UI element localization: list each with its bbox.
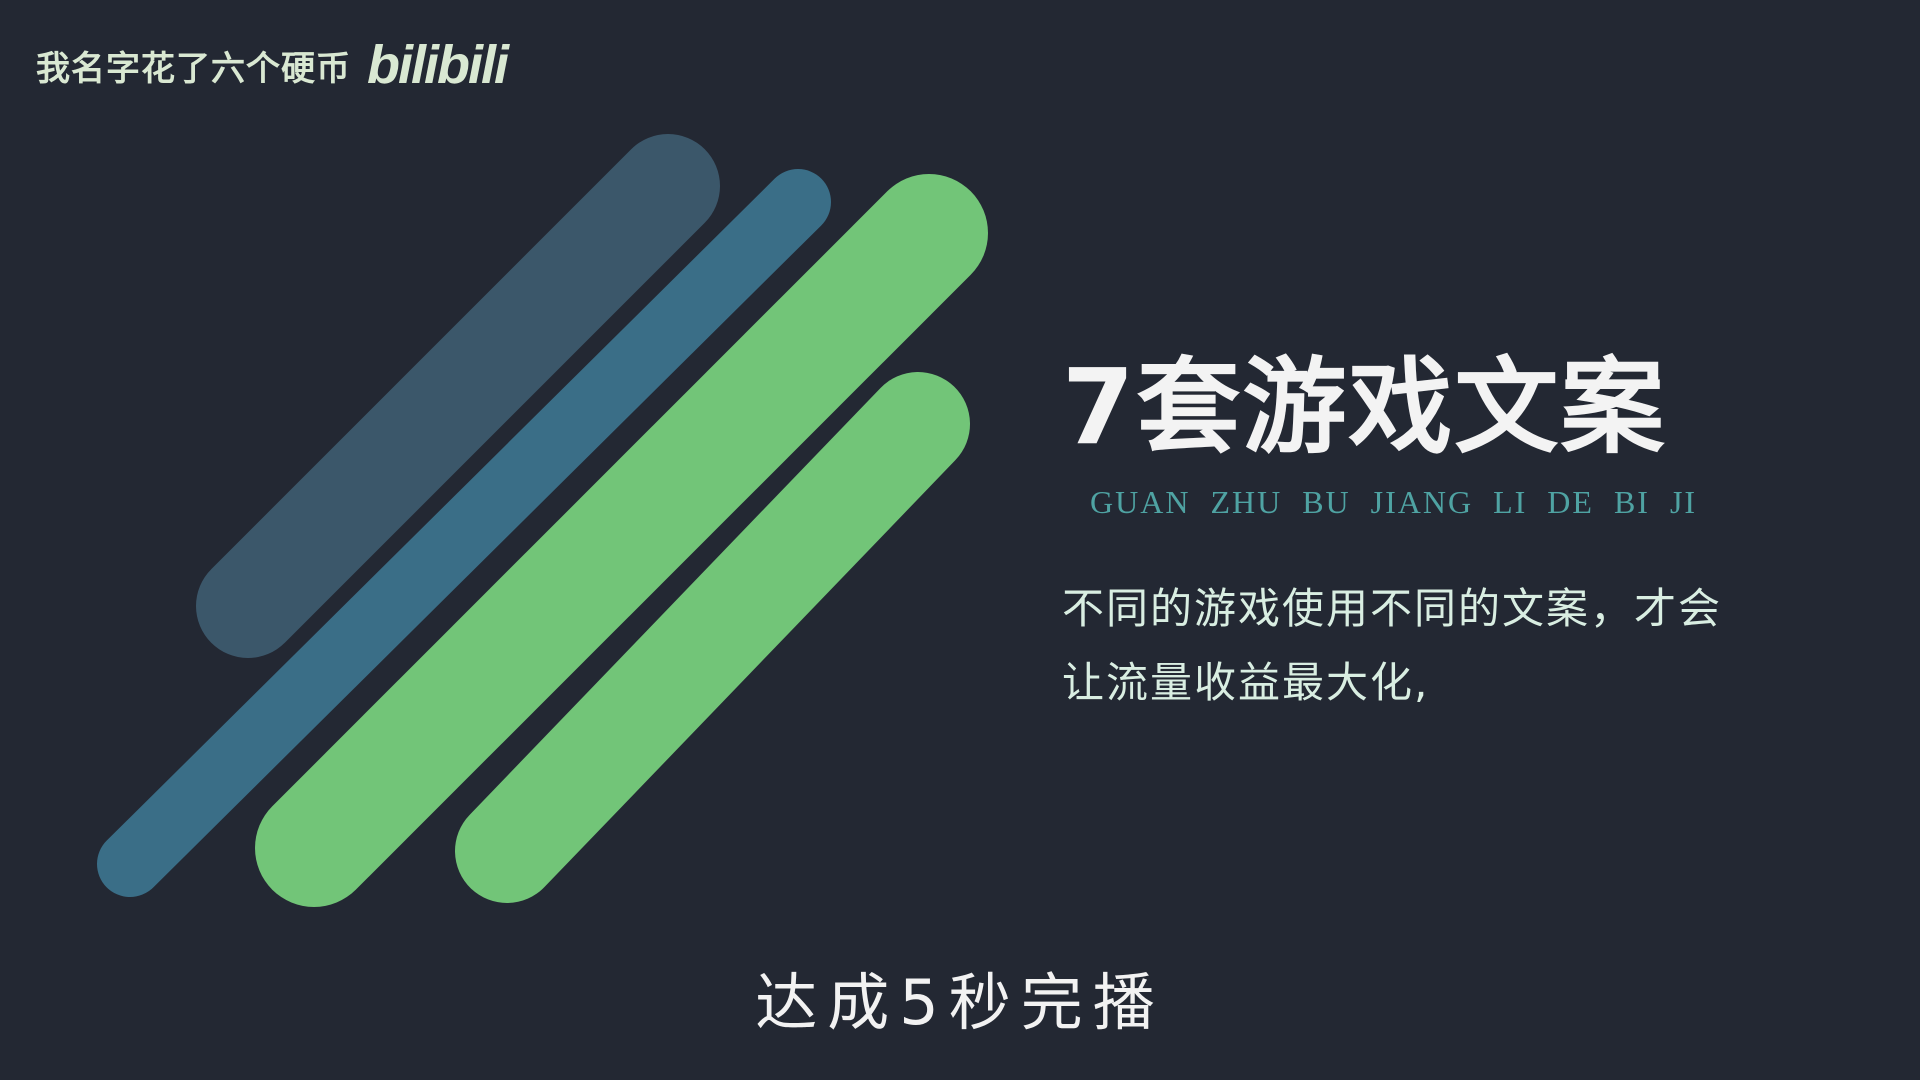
bilibili-watermark: 我名字花了六个硬币 bilibili (36, 35, 509, 95)
slide-title: 7套游戏文案 (1062, 346, 1667, 468)
bar-green-short (455, 372, 970, 903)
slide-description: 不同的游戏使用不同的文案，才会让流量收益最大化, (1062, 584, 1723, 707)
bar-green-long (255, 174, 988, 907)
pinyin-subtitle: GUAN ZHU BU JIANG LI DE BI JI (1090, 484, 1698, 520)
bar-dark-teal (196, 134, 720, 658)
bar-teal (97, 169, 831, 897)
channel-name: 我名字花了六个硬币 (36, 48, 351, 89)
bilibili-logo: bilibili (367, 35, 509, 95)
video-subtitle-caption: 达成5秒完播 (755, 966, 1165, 1039)
